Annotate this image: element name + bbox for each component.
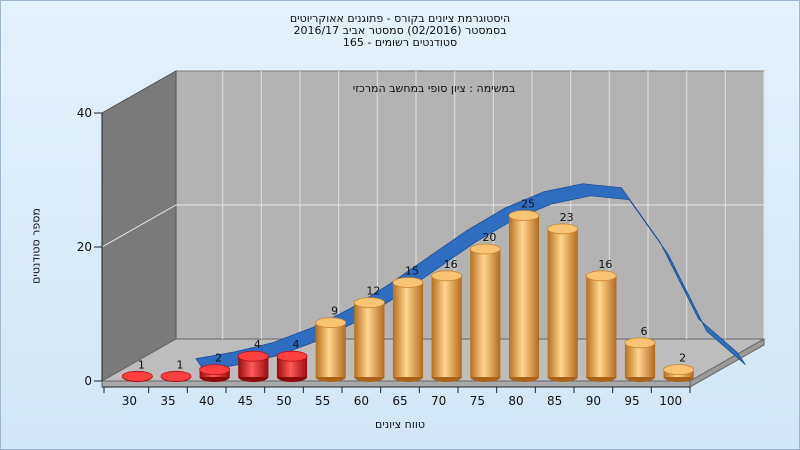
- bar-top: [199, 364, 231, 376]
- bar: [199, 364, 231, 382]
- bar: [121, 370, 153, 382]
- bar-body: [624, 342, 656, 377]
- bar-value-label: 23: [560, 211, 574, 224]
- bar-value-label: 1: [177, 358, 184, 371]
- chart-title: היסטוגרמת ציונים בקורס - פתוגנים אאוקריו…: [289, 12, 511, 25]
- grid-line-h: [101, 204, 764, 248]
- bar-top: [547, 223, 579, 235]
- x-tick-label: 45: [238, 394, 253, 408]
- bar-top: [160, 370, 192, 382]
- x-tick-label: 55: [315, 394, 330, 408]
- bar-top: [353, 297, 385, 309]
- bar-body: [238, 356, 269, 377]
- x-tick-label: 100: [659, 394, 682, 408]
- bar: [315, 317, 347, 382]
- bar-top: [315, 317, 347, 329]
- bar: [160, 370, 192, 382]
- bar-value-label: 16: [444, 258, 458, 271]
- y-tick-label: 20: [77, 240, 92, 254]
- bar-value-label: 4: [254, 338, 261, 351]
- x-tick-label: 40: [199, 394, 214, 408]
- x-tick-label: 75: [470, 394, 485, 408]
- bar: [276, 350, 308, 382]
- bar: [431, 270, 463, 382]
- x-tick-label: 95: [624, 394, 639, 408]
- bar-body: [276, 356, 308, 377]
- chart-enrollment: סטודנטים רשומים - 165: [342, 36, 458, 49]
- bar-body: [586, 275, 617, 377]
- bar-top: [276, 350, 308, 362]
- bar-top: [663, 364, 695, 376]
- bar-top: [624, 337, 656, 349]
- y-axis-label: מספר סטודנטים: [29, 208, 43, 284]
- x-tick-label: 65: [392, 394, 407, 408]
- bar: [469, 243, 501, 382]
- bar: [585, 270, 617, 382]
- bar-value-label: 6: [641, 325, 648, 338]
- x-tick-label: 90: [586, 394, 601, 408]
- bar-top: [121, 370, 153, 382]
- bar-value-label: 2: [679, 352, 686, 365]
- y-tick-label: 40: [77, 106, 92, 120]
- bar-body: [354, 302, 385, 377]
- bar-top: [431, 270, 463, 282]
- x-tick-label: 35: [160, 394, 175, 408]
- y-tick-label: 0: [84, 374, 92, 388]
- bar: [392, 277, 424, 382]
- bar-body: [431, 275, 462, 377]
- bar-value-label: 4: [293, 338, 300, 351]
- chart-semester: בסמסטר (02/2016) סמסטר אביב 2016/17: [293, 24, 507, 37]
- bar: [624, 337, 656, 382]
- x-tick-label: 30: [122, 394, 137, 408]
- bar-value-label: 15: [405, 265, 419, 278]
- bar-body: [547, 228, 578, 377]
- bar-top: [392, 277, 424, 288]
- floor-right-edge: [689, 338, 765, 388]
- x-tick-label: 50: [276, 394, 291, 408]
- bar: [508, 210, 540, 382]
- bar-value-label: 1: [138, 358, 145, 371]
- bar: [663, 364, 695, 382]
- bar-value-label: 2: [215, 352, 222, 365]
- bar: [237, 350, 269, 382]
- x-tick-label: 85: [547, 394, 562, 408]
- bar-top: [237, 350, 269, 362]
- bar-body: [315, 322, 346, 377]
- bar-top: [508, 210, 540, 221]
- bar-body: [508, 215, 540, 377]
- x-tick-label: 60: [354, 394, 369, 408]
- x-axis-label: טווח ציונים: [375, 418, 425, 431]
- bar-value-label: 25: [521, 198, 535, 211]
- bar-value-label: 12: [366, 285, 380, 298]
- x-tick-label: 70: [431, 394, 446, 408]
- x-tick-label: 80: [508, 394, 523, 408]
- bar-top: [469, 243, 501, 255]
- bar-value-label: 9: [331, 305, 338, 318]
- bar-body: [392, 282, 424, 377]
- bar-value-label: 16: [598, 258, 612, 271]
- bar-top: [585, 270, 617, 282]
- bar: [547, 223, 579, 382]
- bar: [353, 297, 385, 382]
- chart-subtitle: במשימה : ציון סופי במחשב המרכזי: [353, 82, 516, 95]
- bar-body: [470, 249, 501, 377]
- bar-value-label: 20: [482, 231, 496, 244]
